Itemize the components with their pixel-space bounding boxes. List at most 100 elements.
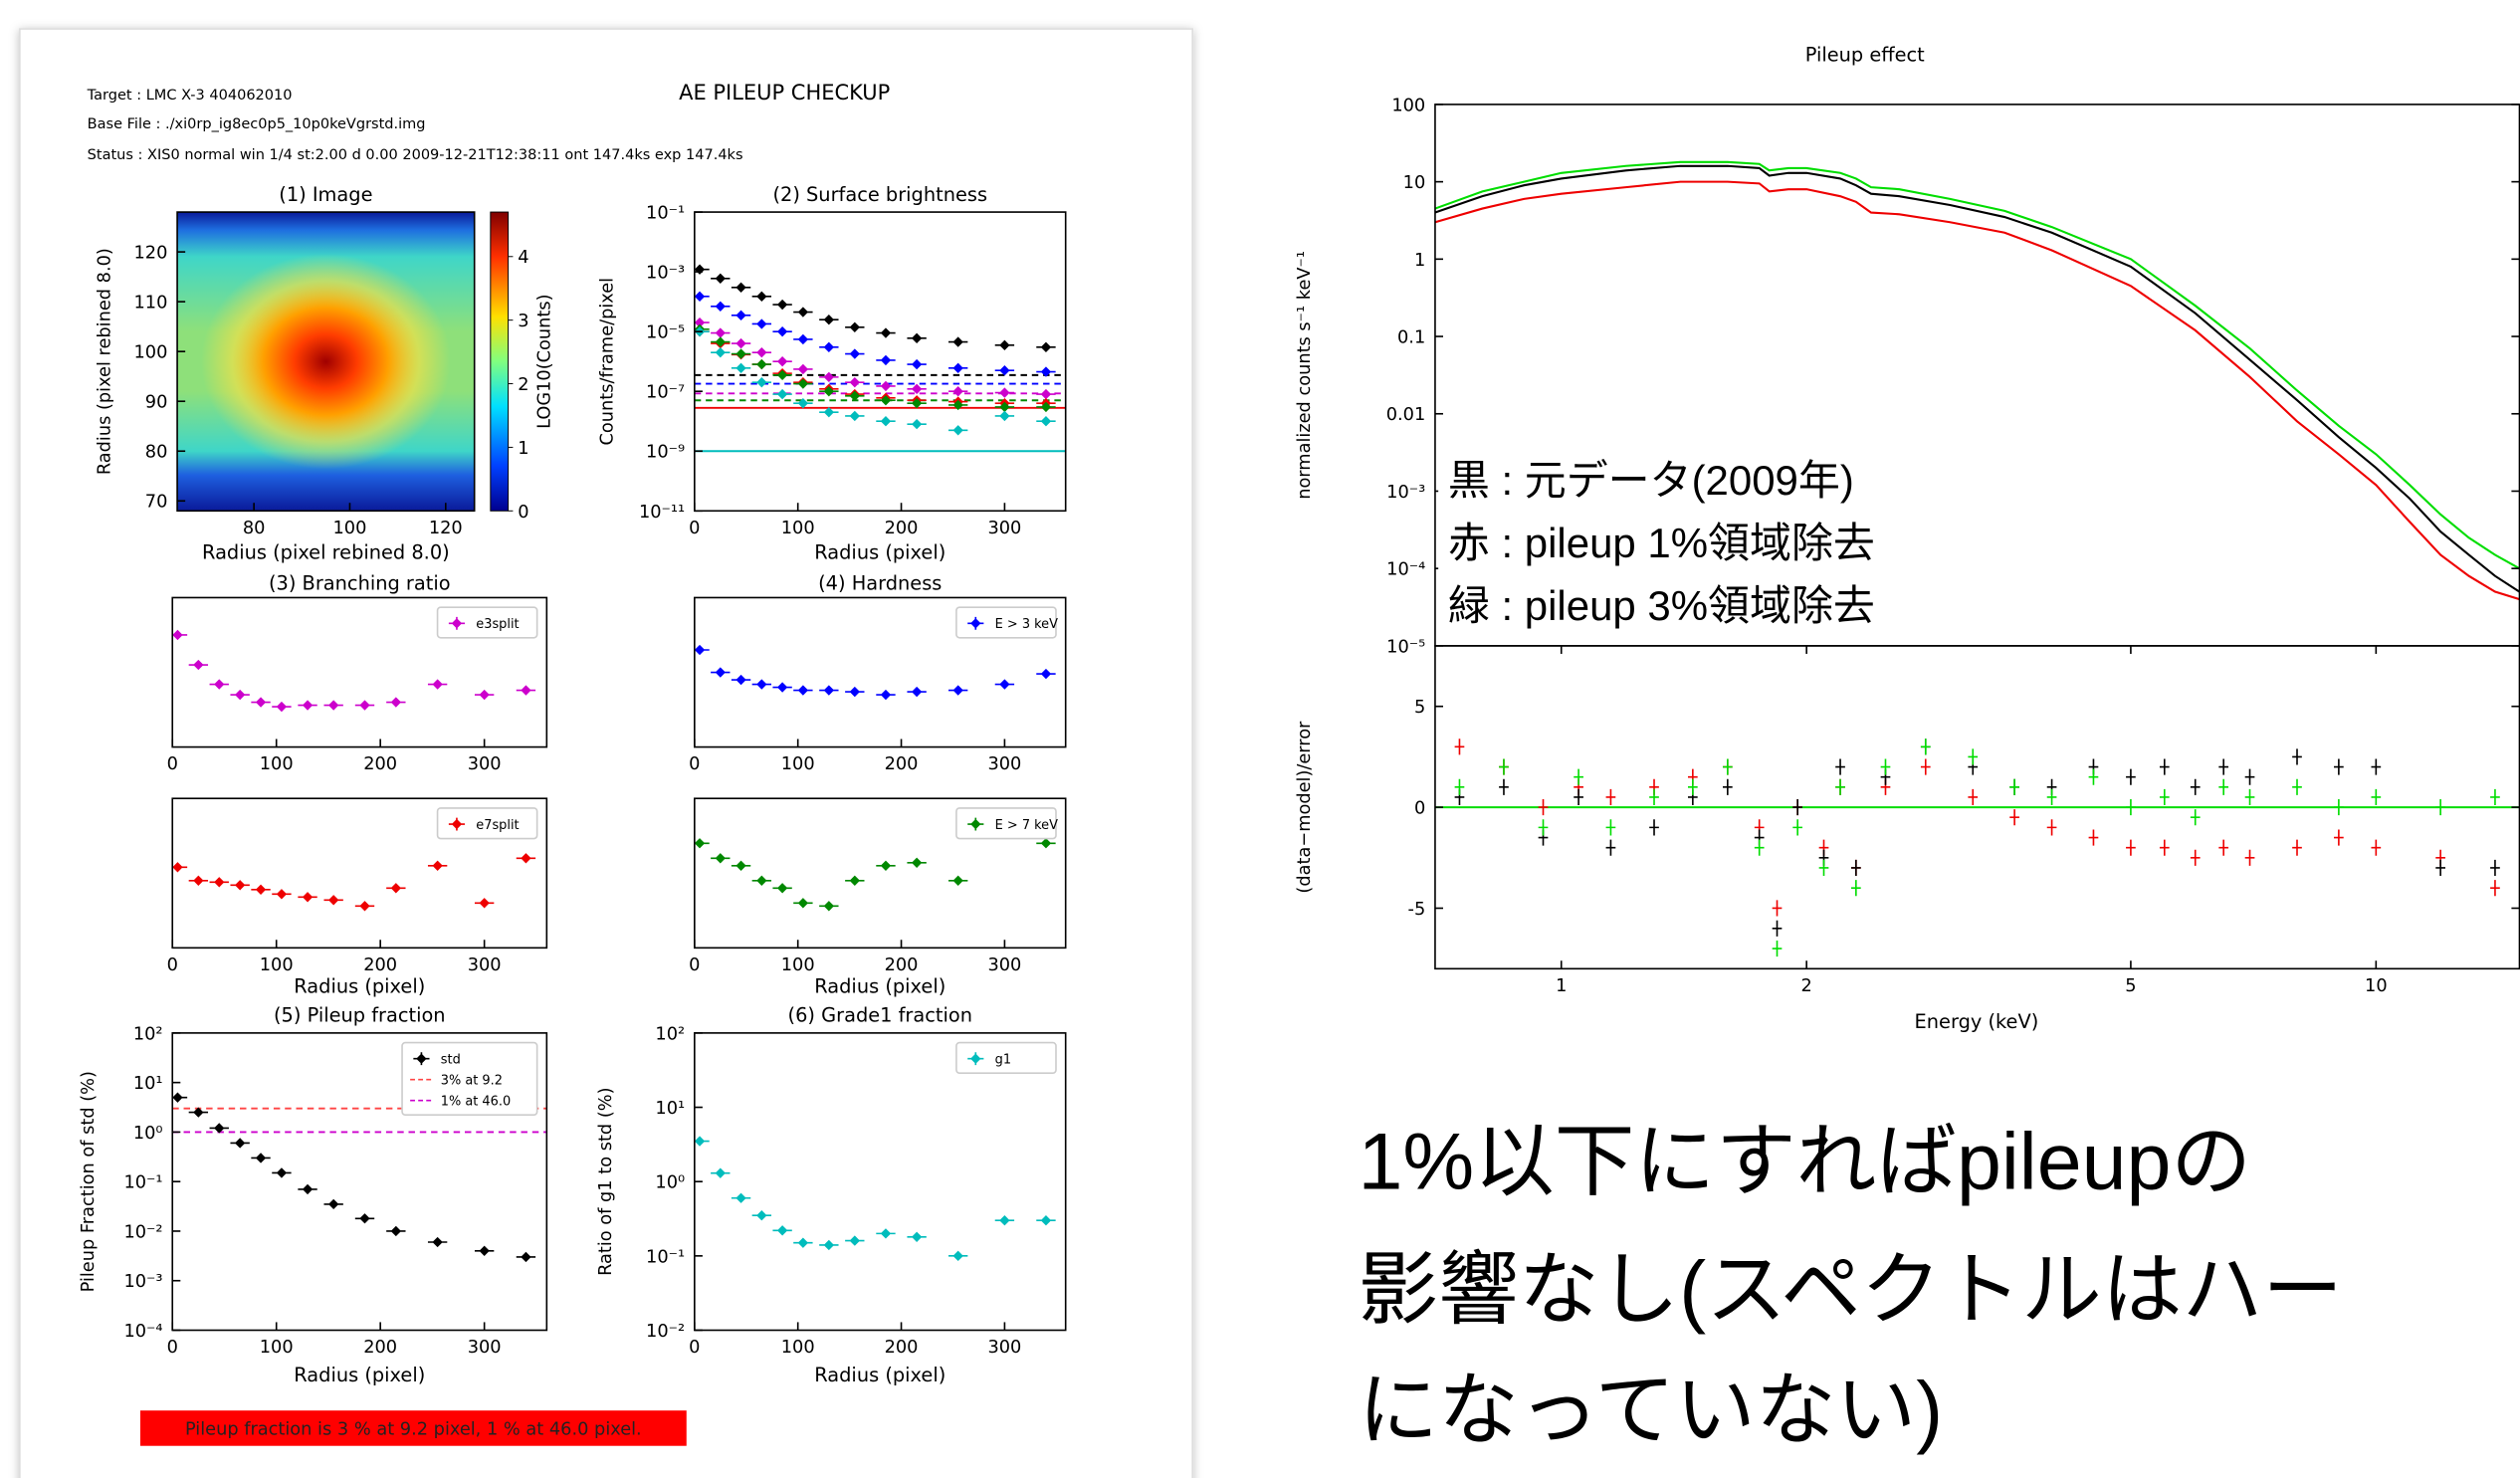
x-axis-label: Radius (pixel) — [814, 541, 945, 564]
x-tick-label: 300 — [468, 955, 502, 975]
plot-area — [1435, 739, 2520, 956]
data-point — [2191, 809, 2201, 825]
data-point — [1819, 860, 1829, 876]
y-tick-label: 10⁻³ — [646, 264, 685, 284]
data-point — [2009, 809, 2019, 825]
y-tick-label: 10⁻⁵ — [646, 323, 685, 343]
x-tick-label: 100 — [781, 955, 815, 975]
y-tick-label: 0 — [1414, 799, 1425, 819]
data-point — [2292, 840, 2302, 856]
x-tick-label: 2 — [1801, 976, 1812, 996]
legend-label: E > 7 keV — [995, 818, 1058, 833]
report-title: AE PILEUP CHECKUP — [679, 81, 890, 105]
colorbar-tick-label: 4 — [518, 248, 528, 268]
x-tick-label: 0 — [689, 754, 700, 774]
data-point — [2334, 829, 2344, 845]
report-target: Target : LMC X-3 404062010 — [87, 88, 293, 104]
data-point — [2089, 769, 2099, 785]
y-tick-label: 0.01 — [1386, 405, 1426, 425]
data-point — [2160, 840, 2170, 856]
chart-title: (4) Hardness — [818, 571, 942, 594]
colorbar-tick-label: 2 — [518, 375, 528, 395]
x-tick-label: 1 — [1556, 976, 1567, 996]
report-banner: Pileup fraction is 3 % at 9.2 pixel, 1 %… — [185, 1419, 642, 1439]
x-axis-label: Energy (keV) — [1915, 1010, 2039, 1033]
data-point — [1574, 789, 1583, 805]
data-point — [2126, 769, 2136, 785]
legend-label: 3% at 9.2 — [441, 1074, 503, 1089]
data-point — [1723, 758, 1733, 774]
data-point — [1455, 739, 1465, 754]
page: Target : LMC X-3 404062010 Base File : .… — [0, 0, 2520, 1478]
chart-title: (2) Surface brightness — [772, 183, 987, 206]
x-tick-label: 0 — [167, 754, 178, 774]
data-point — [2490, 880, 2500, 896]
y-tick-label: 10⁻⁴ — [1386, 560, 1425, 580]
y-tick-label: 10² — [655, 1024, 685, 1044]
data-point — [1723, 779, 1733, 795]
data-point — [2218, 758, 2228, 774]
data-point — [2490, 789, 2500, 805]
x-tick-label: 120 — [429, 519, 463, 538]
x-tick-label: 300 — [468, 1338, 502, 1358]
legend-label: e3split — [476, 617, 519, 632]
data-point — [1792, 799, 1802, 815]
data-point — [2047, 789, 2057, 805]
x-tick-label: 10 — [2365, 976, 2388, 996]
data-point — [1455, 779, 1465, 795]
y-tick-label: 10⁻² — [123, 1222, 162, 1242]
x-tick-label: 0 — [167, 1338, 178, 1358]
data-point — [1649, 789, 1659, 805]
y-tick-label: 10⁻¹ — [646, 1247, 685, 1267]
data-point — [1773, 921, 1783, 937]
colorbar-tick-label: 3 — [518, 312, 528, 331]
data-point — [2218, 840, 2228, 856]
colorbar — [491, 212, 509, 511]
data-point — [2245, 850, 2255, 866]
y-tick-label: 70 — [145, 493, 168, 513]
data-point — [2371, 840, 2381, 856]
legend-label: 1% at 46.0 — [441, 1095, 511, 1110]
chart: 1251050-5Energy (keV)(data−model)/error — [1295, 646, 2519, 1033]
y-tick-label: -5 — [1408, 900, 1426, 920]
caption-line: 1%以下にすればpileupの — [1358, 1117, 2251, 1206]
annotation: 黒 : 元データ(2009年) — [1448, 457, 1854, 504]
data-point — [2047, 819, 2057, 835]
data-point — [1574, 769, 1583, 785]
y-tick-label: 10⁰ — [655, 1173, 685, 1193]
data-point — [1606, 819, 1616, 835]
x-tick-label: 200 — [885, 1338, 919, 1358]
caption-line: になっていない) — [1358, 1367, 1943, 1456]
y-tick-label: 10⁻¹ — [646, 204, 685, 224]
x-tick-label: 200 — [885, 955, 919, 975]
y-tick-label: 120 — [134, 244, 168, 264]
chart: 1001010.10.0110⁻³10⁻⁴10⁻⁵Pileup effectno… — [1295, 43, 2519, 657]
data-point — [2371, 789, 2381, 805]
data-point — [1792, 819, 1802, 835]
data-point — [2191, 850, 2201, 866]
annotation: 赤 : pileup 1%領域除去 — [1448, 520, 1875, 566]
y-tick-label: 10⁻⁷ — [646, 383, 685, 403]
x-axis-label: Radius (pixel rebined 8.0) — [202, 541, 450, 564]
x-tick-label: 5 — [2125, 976, 2136, 996]
x-tick-label: 100 — [781, 754, 815, 774]
y-tick-label: 10¹ — [133, 1074, 163, 1094]
x-tick-label: 300 — [987, 754, 1021, 774]
legend-label: E > 3 keV — [995, 617, 1058, 632]
data-point — [2490, 860, 2500, 876]
x-tick-label: 300 — [987, 955, 1021, 975]
x-tick-label: 200 — [363, 955, 397, 975]
y-axis-label: (data−model)/error — [1295, 721, 1315, 894]
x-axis-label: Radius (pixel) — [294, 1364, 425, 1386]
x-tick-label: 0 — [167, 955, 178, 975]
y-tick-label: 10⁰ — [133, 1124, 163, 1144]
data-point — [2009, 779, 2019, 795]
data-point — [1835, 779, 1845, 795]
data-point — [2160, 758, 2170, 774]
y-tick-label: 10⁻² — [646, 1322, 685, 1342]
report-status: Status : XIS0 normal win 1/4 st:2.00 d 0… — [88, 147, 743, 163]
chart-title: Pileup effect — [1805, 43, 1925, 66]
x-tick-label: 200 — [363, 754, 397, 774]
chart-title: (3) Branching ratio — [269, 571, 451, 594]
x-tick-label: 100 — [260, 1338, 294, 1358]
